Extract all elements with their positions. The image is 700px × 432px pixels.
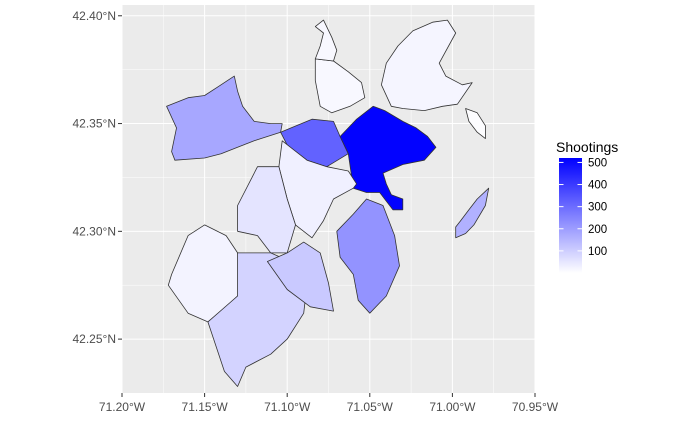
neighborhood-regions <box>166 19 490 387</box>
region-deer-island <box>465 108 486 140</box>
x-tick-label-0: 71.20°W <box>99 400 146 414</box>
legend-label-3: 400 <box>588 180 607 192</box>
legend-label-4: 500 <box>588 157 607 169</box>
x-tick-label-4: 71.00°W <box>429 400 476 414</box>
region-mattapan <box>266 241 334 312</box>
region-charlestown <box>314 58 366 114</box>
x-tick-label-5: 70.95°W <box>512 400 559 414</box>
y-tick-label-1: 42.30°N <box>73 224 117 238</box>
region-charlestown-north <box>314 19 338 62</box>
legend-label-0: 100 <box>588 246 607 258</box>
region-jamaica-plain <box>237 166 296 254</box>
legend-label-1: 200 <box>588 224 607 236</box>
region-airport-strip <box>455 187 490 239</box>
y-tick-label-3: 42.40°N <box>73 9 117 23</box>
region-downtown-south-end <box>339 105 437 211</box>
y-tick-label-0: 42.25°N <box>73 332 117 346</box>
legend: Shootings 100 200 300 400 500 <box>556 139 618 273</box>
region-dorchester <box>336 198 400 314</box>
legend-title: Shootings <box>556 139 618 155</box>
legend-colorbar <box>559 158 582 273</box>
x-tick-label-3: 71.05°W <box>347 400 394 414</box>
region-allston-brighton <box>166 75 283 161</box>
legend-ticks: 100 200 300 400 500 <box>559 157 607 258</box>
y-axis: 42.25°N 42.30°N 42.35°N 42.40°N <box>73 9 122 346</box>
region-east-boston <box>380 19 473 111</box>
x-axis: 71.20°W 71.15°W 71.10°W 71.05°W 71.00°W 70.95… <box>99 393 559 414</box>
x-tick-label-1: 71.15°W <box>182 400 229 414</box>
x-tick-label-2: 71.10°W <box>264 400 311 414</box>
legend-label-2: 300 <box>588 202 607 214</box>
y-tick-label-2: 42.35°N <box>73 117 117 131</box>
